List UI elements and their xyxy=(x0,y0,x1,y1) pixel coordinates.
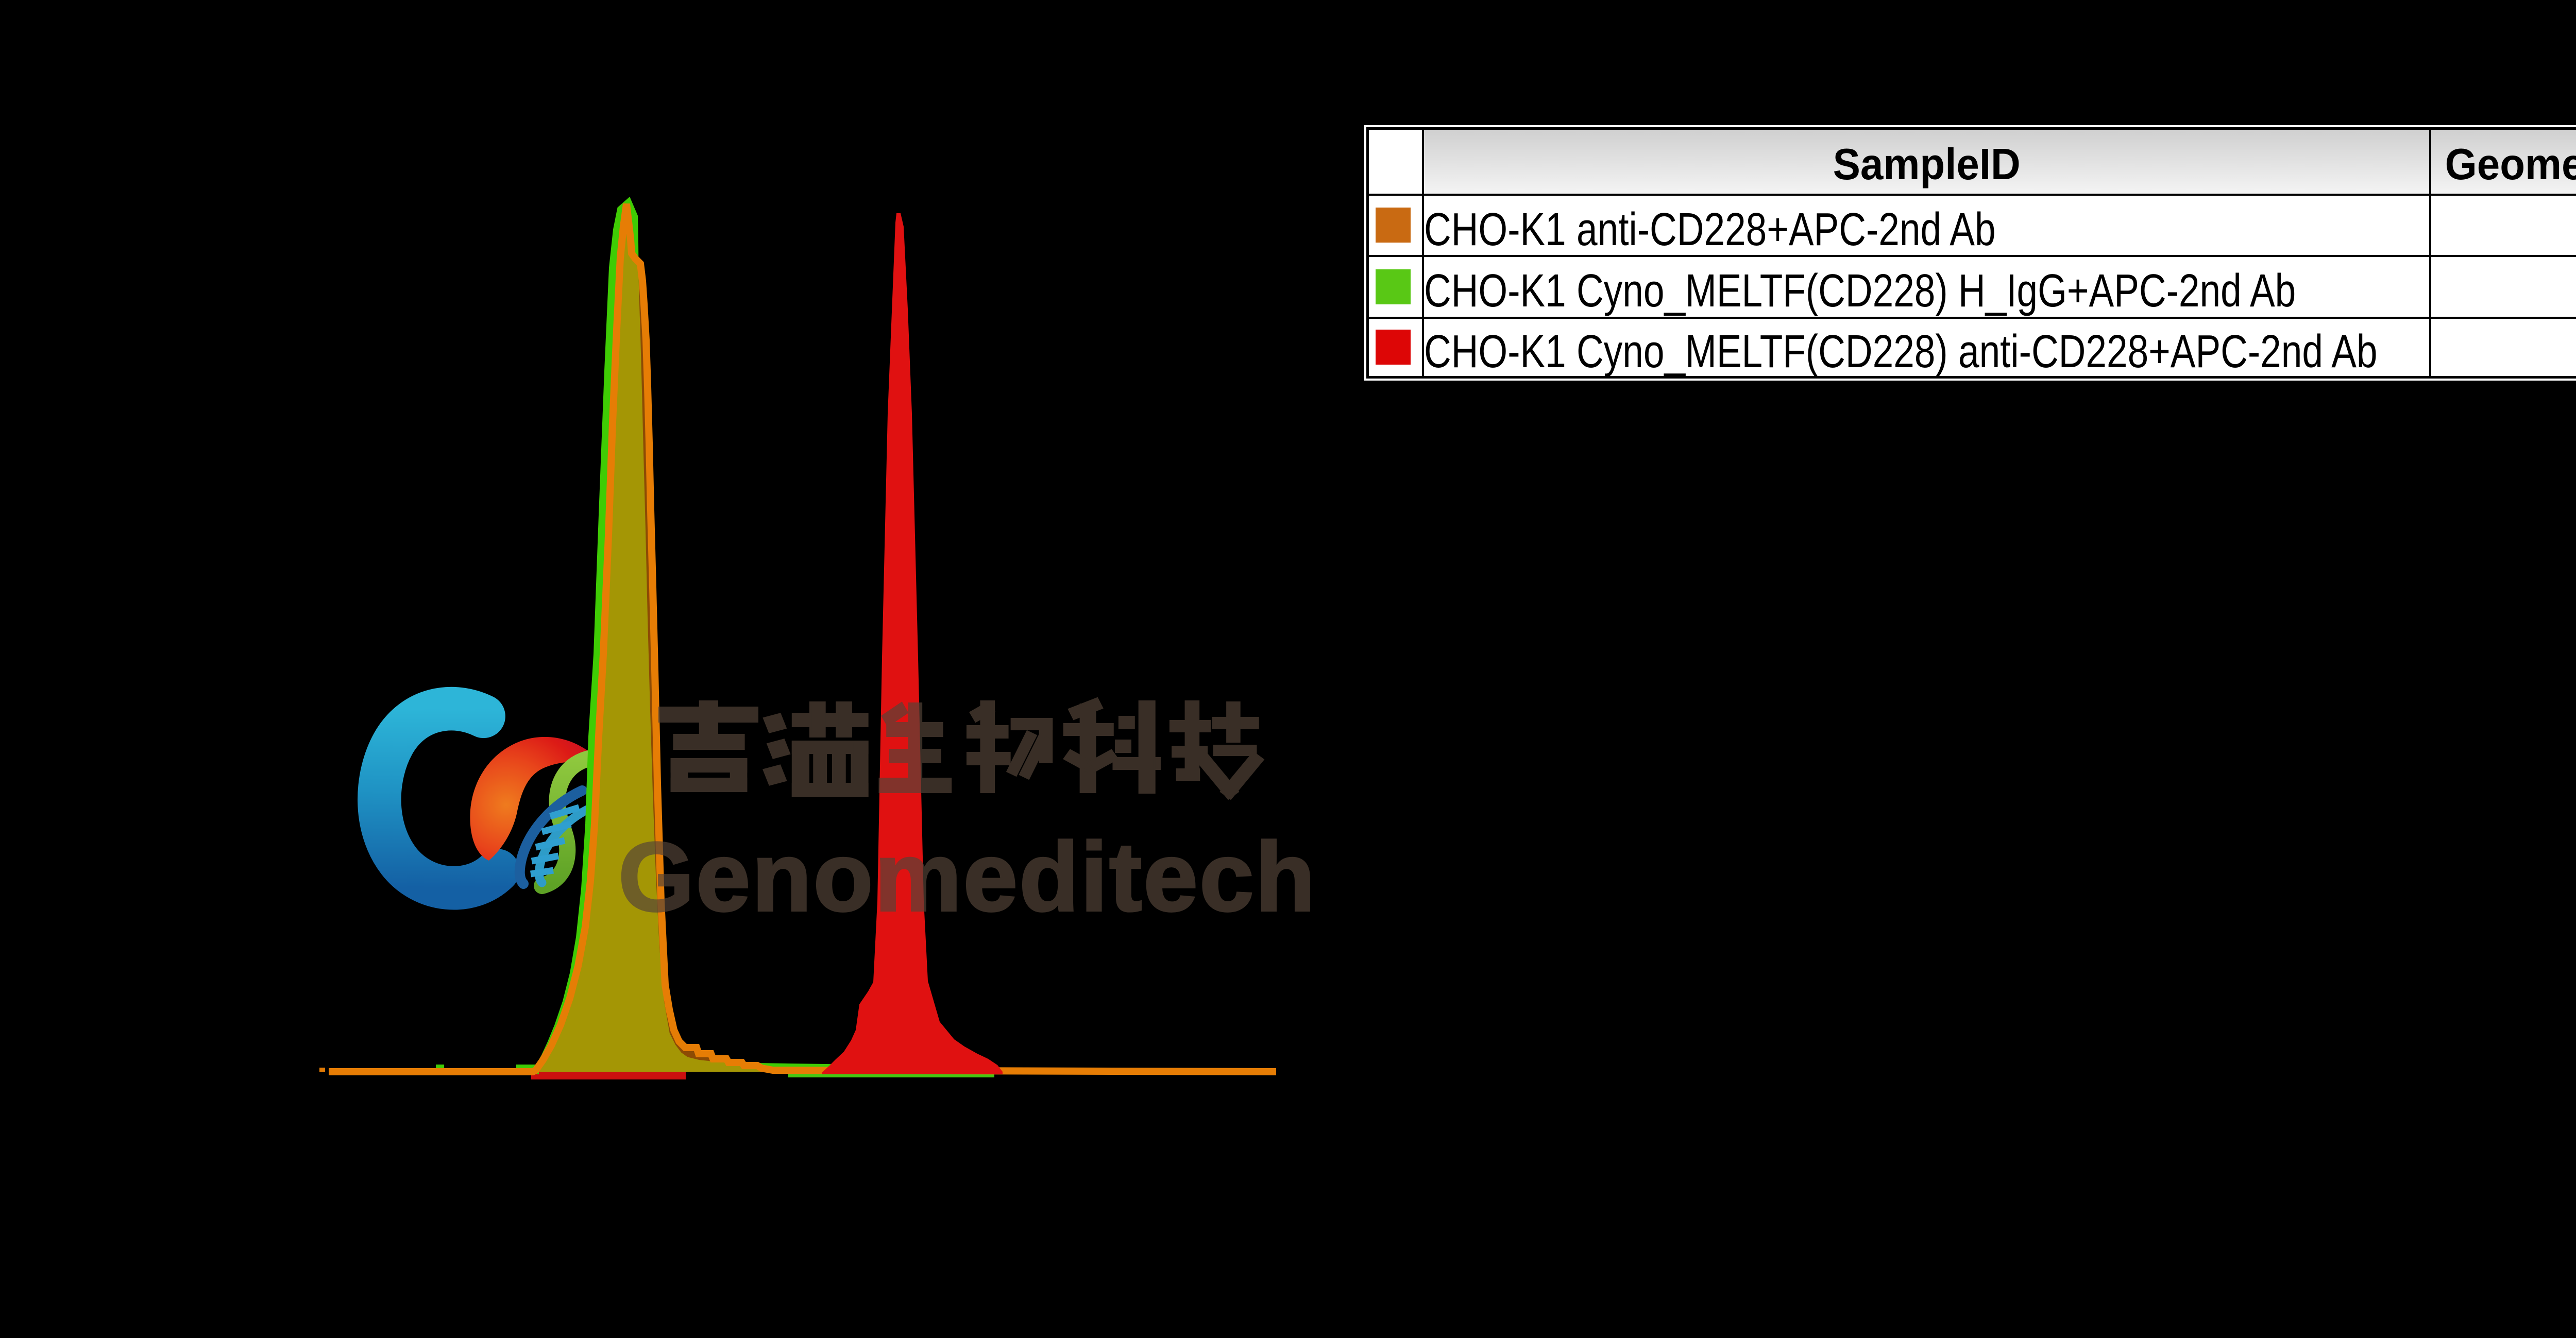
svg-text:Genomeditech: Genomeditech xyxy=(618,822,1317,932)
